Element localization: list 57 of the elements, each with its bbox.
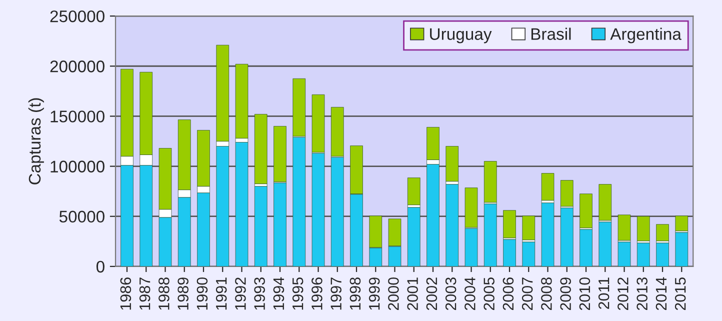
x-tick-label: 1998 <box>350 278 361 310</box>
bar <box>656 224 669 242</box>
x-tick-label: 1993 <box>254 278 265 310</box>
bar <box>446 146 459 182</box>
x-tick-label: 2009 <box>560 278 571 310</box>
x-tick-label: 1995 <box>292 277 304 310</box>
y-tick-label: 0 <box>96 260 104 273</box>
y-tick-label: 50000 <box>59 210 104 223</box>
x-tick-label: 1991 <box>216 278 227 310</box>
x-tick-label: 2006 <box>502 278 514 310</box>
y-axis-title: Capturas (t) <box>28 98 44 184</box>
x-tick-label: 1999 <box>368 278 380 310</box>
x-tick-label: 1988 <box>158 278 170 310</box>
x-tick-label: 2007 <box>522 278 533 310</box>
bar <box>254 186 268 266</box>
bar <box>407 178 420 206</box>
legend-label: Argentina <box>610 28 682 44</box>
x-tick-label: 1992 <box>235 278 246 310</box>
y-tick-label: 100000 <box>50 160 104 172</box>
bar <box>637 242 650 266</box>
x-tick-label: 2001 <box>407 278 418 310</box>
x-tick-label: 2004 <box>464 277 476 310</box>
legend-label: Brasil <box>531 28 571 40</box>
x-tick-label: 2012 <box>618 278 628 310</box>
x-tick-label: 2000 <box>388 277 399 310</box>
bar <box>235 64 248 138</box>
x-tick-label: 1996 <box>312 278 322 310</box>
x-tick-label: 2008 <box>541 278 552 310</box>
x-tick-label: 1986 <box>120 278 132 310</box>
bar <box>446 184 459 266</box>
y-tick-label: 200000 <box>50 60 104 72</box>
x-tick-label: 2003 <box>445 278 456 310</box>
bar <box>656 242 669 266</box>
bar <box>522 242 536 266</box>
bar <box>426 164 440 266</box>
bar <box>541 202 554 266</box>
y-tick-label: 150000 <box>50 110 104 122</box>
x-tick-label: 2013 <box>636 278 648 310</box>
legend-label: Uruguay <box>430 28 492 44</box>
bar <box>254 114 268 184</box>
y-tick-label: 250000 <box>50 10 104 22</box>
bar <box>522 216 536 240</box>
x-tick-label: 2002 <box>426 278 438 310</box>
bar <box>407 207 420 266</box>
bar <box>637 216 650 242</box>
x-tick-label: 2011 <box>598 278 610 309</box>
x-tick-label: 2010 <box>579 277 590 310</box>
x-tick-label: 1997 <box>330 278 342 310</box>
bar <box>541 173 554 201</box>
x-tick-label: 2005 <box>484 277 494 310</box>
bar <box>235 142 248 266</box>
x-tick-label: 1989 <box>178 278 188 310</box>
x-tick-label: 1990 <box>196 277 208 310</box>
x-tick-label: 1987 <box>139 278 150 310</box>
x-tick-label: 2014 <box>656 277 667 310</box>
x-tick-label: 2015 <box>674 277 686 310</box>
x-tick-label: 1994 <box>273 277 284 310</box>
